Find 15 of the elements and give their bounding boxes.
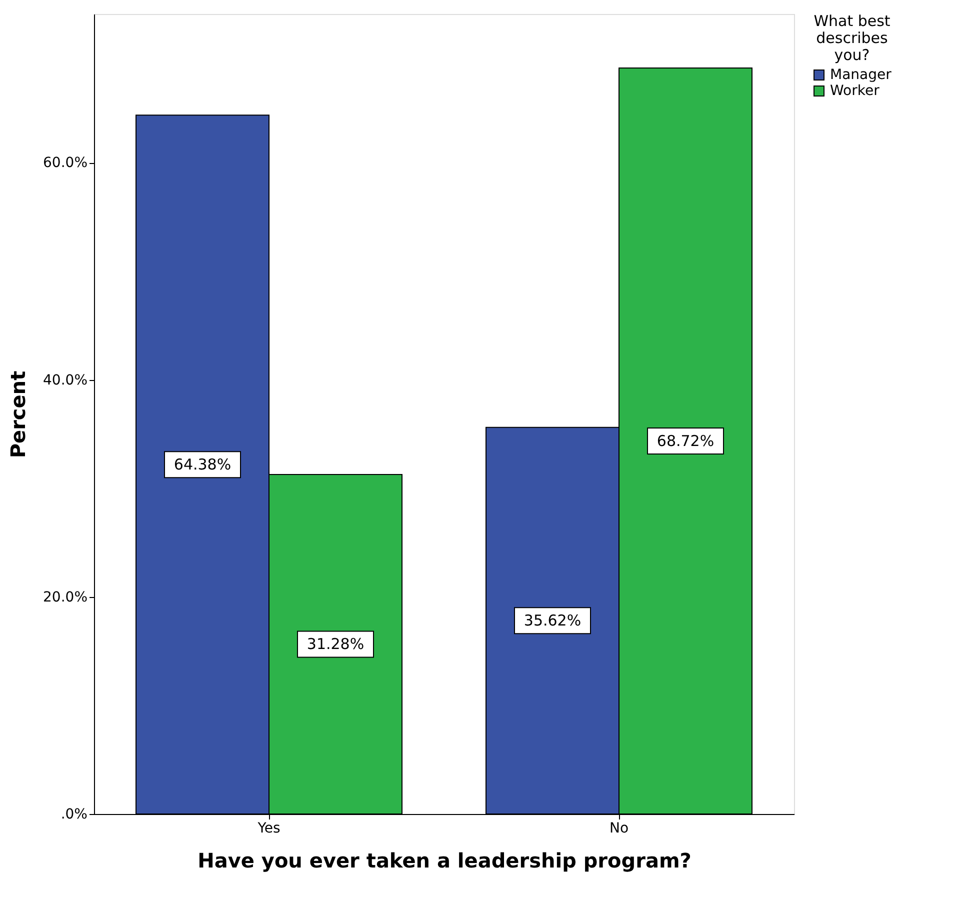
legend-title: What best describes you? [814, 12, 890, 64]
data-label: 64.38% [174, 456, 232, 474]
x-tick-label: Yes [256, 820, 280, 836]
x-axis-title: Have you ever taken a leadership program? [198, 848, 692, 872]
data-label: 31.28% [306, 635, 364, 654]
y-axis-title: Percent [6, 370, 30, 458]
y-tick-label: 60.0% [43, 155, 88, 172]
y-tick-label: 40.0% [43, 372, 88, 388]
legend-label: Worker [830, 83, 880, 99]
y-tick-label: 20.0% [43, 589, 88, 606]
y-tick-label: .0% [60, 806, 88, 822]
legend-label: Manager [830, 67, 892, 83]
x-tick-label: No [609, 820, 629, 836]
data-label: 35.62% [524, 612, 582, 630]
data-label: 68.72% [656, 432, 714, 450]
